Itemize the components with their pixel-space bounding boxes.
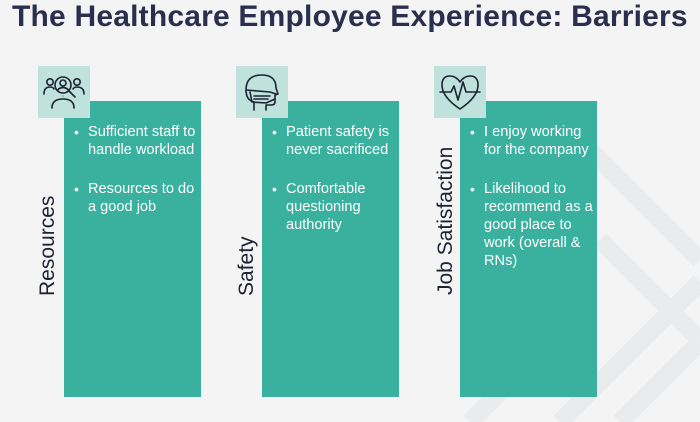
list-item: • Resources to do a good job — [74, 181, 195, 215]
list-item: • Likelihood to recommend as a good place… — [470, 181, 593, 269]
page-title: The Healthcare Employee Experience: Barr… — [12, 0, 688, 33]
masked-face-icon — [236, 66, 288, 118]
column-label-resources: Resources — [36, 195, 59, 296]
list-item: • Comfortable questioning authority — [272, 181, 366, 233]
column-label-job-satisfaction: Job Satisfaction — [434, 146, 457, 295]
list-item: • I enjoy working for the company — [470, 124, 589, 158]
list-item: • Patient safety is never sacrificed — [272, 124, 390, 158]
panel-safety: • Patient safety is never sacrificed • Com… — [262, 101, 399, 397]
panel-job-satisfaction: • I enjoy working for the company • Likeli… — [460, 101, 597, 397]
column-label-safety: Safety — [235, 236, 258, 296]
list-item: • Sufficient staff to handle workload — [74, 124, 196, 158]
people-magnifier-icon — [38, 66, 90, 118]
heart-pulse-icon — [434, 66, 486, 118]
panel-resources: • Sufficient staff to handle workload • Re… — [64, 101, 201, 397]
